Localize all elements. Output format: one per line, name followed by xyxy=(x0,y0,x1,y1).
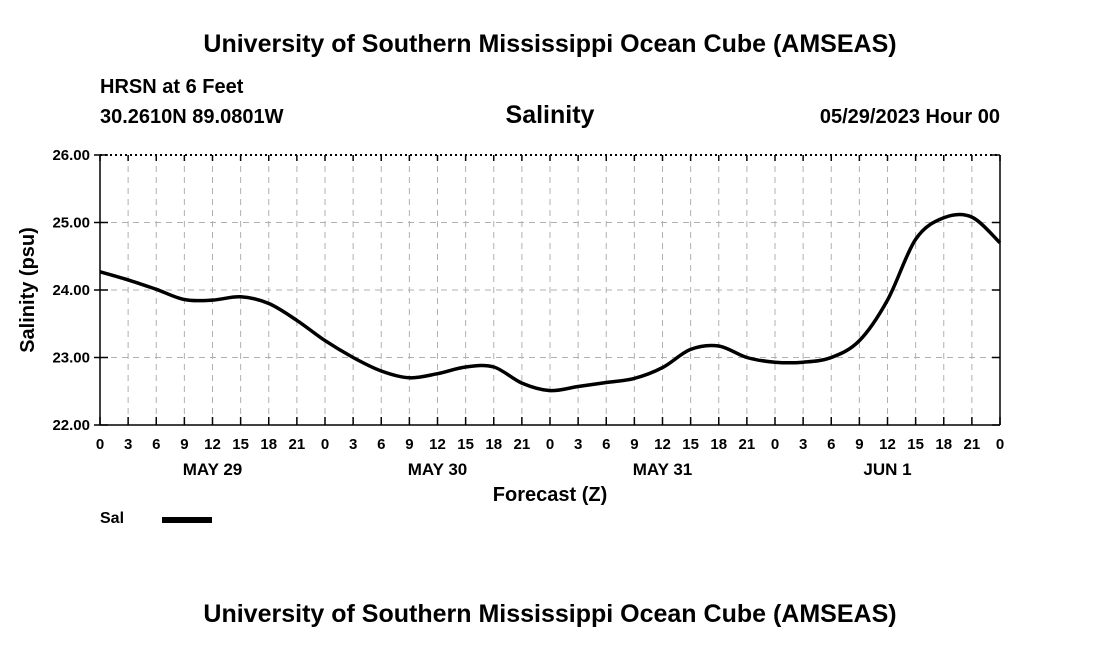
x-tick-label: 0 xyxy=(321,436,329,453)
y-tick-label: 22.00 xyxy=(52,417,90,434)
x-tick-label: 0 xyxy=(771,436,779,453)
coordinates-label: 30.2610N 89.0801W xyxy=(100,106,284,128)
x-tick-label: 15 xyxy=(682,436,699,453)
x-tick-label: 0 xyxy=(546,436,554,453)
x-day-label: MAY 30 xyxy=(408,460,468,479)
x-tick-label: 15 xyxy=(232,436,249,453)
x-tick-label: 6 xyxy=(602,436,610,453)
x-tick-label: 9 xyxy=(180,436,188,453)
y-tick-label: 26.00 xyxy=(52,147,90,164)
x-tick-label: 21 xyxy=(289,436,306,453)
x-tick-label: 18 xyxy=(710,436,727,453)
x-tick-label: 3 xyxy=(124,436,132,453)
x-tick-label: 18 xyxy=(935,436,952,453)
x-day-label: MAY 29 xyxy=(183,460,243,479)
x-tick-label: 12 xyxy=(429,436,446,453)
salinity-series-line xyxy=(99,212,1002,393)
station-label: HRSN at 6 Feet xyxy=(100,76,244,98)
y-axis-title: Salinity (psu) xyxy=(17,227,39,353)
x-tick-label: 6 xyxy=(377,436,385,453)
x-tick-label: 15 xyxy=(907,436,924,453)
chart-title: Salinity xyxy=(505,101,595,129)
x-tick-label: 21 xyxy=(739,436,756,453)
x-tick-label: 21 xyxy=(514,436,531,453)
x-tick-label: 6 xyxy=(827,436,835,453)
x-tick-label: 12 xyxy=(654,436,671,453)
x-tick-label: 12 xyxy=(204,436,221,453)
x-tick-label: 6 xyxy=(152,436,160,453)
x-tick-label: 12 xyxy=(879,436,896,453)
y-tick-label: 23.00 xyxy=(52,350,90,367)
page-title: University of Southern Mississippi Ocean… xyxy=(203,30,897,58)
legend-swatch xyxy=(162,517,212,523)
x-tick-label: 3 xyxy=(574,436,582,453)
x-tick-label: 18 xyxy=(260,436,277,453)
x-tick-label: 9 xyxy=(630,436,638,453)
x-tick-label: 15 xyxy=(457,436,474,453)
y-tick-label: 25.00 xyxy=(52,215,90,232)
x-axis-title: Forecast (Z) xyxy=(493,484,607,506)
x-tick-label: 0 xyxy=(96,436,104,453)
x-tick-label: 21 xyxy=(964,436,981,453)
forecast-date-label: 05/29/2023 Hour 00 xyxy=(819,106,1000,128)
footer-title: University of Southern Mississippi Ocean… xyxy=(203,600,897,628)
y-tick-label: 24.00 xyxy=(52,282,90,299)
x-day-label: JUN 1 xyxy=(863,460,911,479)
x-tick-label: 9 xyxy=(405,436,413,453)
x-tick-label: 0 xyxy=(996,436,1004,453)
x-tick-label: 3 xyxy=(349,436,357,453)
x-day-label: MAY 31 xyxy=(633,460,693,479)
x-tick-label: 18 xyxy=(485,436,502,453)
x-tick-label: 3 xyxy=(799,436,807,453)
x-tick-label: 9 xyxy=(855,436,863,453)
legend-label: Sal xyxy=(100,510,125,527)
